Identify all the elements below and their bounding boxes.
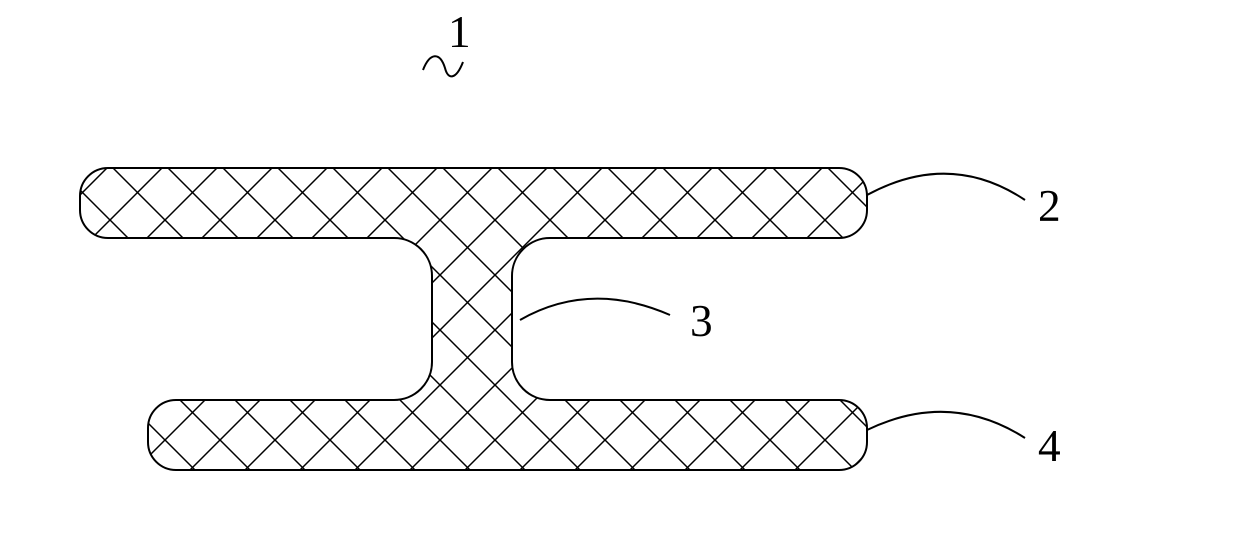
leader-2 — [867, 174, 1025, 200]
label-1: 1 — [448, 6, 471, 58]
leader-4 — [867, 412, 1025, 438]
leader-3 — [520, 299, 670, 320]
diagram-svg — [0, 0, 1240, 556]
h-section — [0, 0, 1240, 556]
label-3: 3 — [690, 295, 713, 347]
label-2: 2 — [1038, 180, 1061, 232]
diagram-canvas: 1 2 3 4 — [0, 0, 1240, 556]
squiggle-1 — [423, 56, 463, 76]
label-4: 4 — [1038, 420, 1061, 472]
